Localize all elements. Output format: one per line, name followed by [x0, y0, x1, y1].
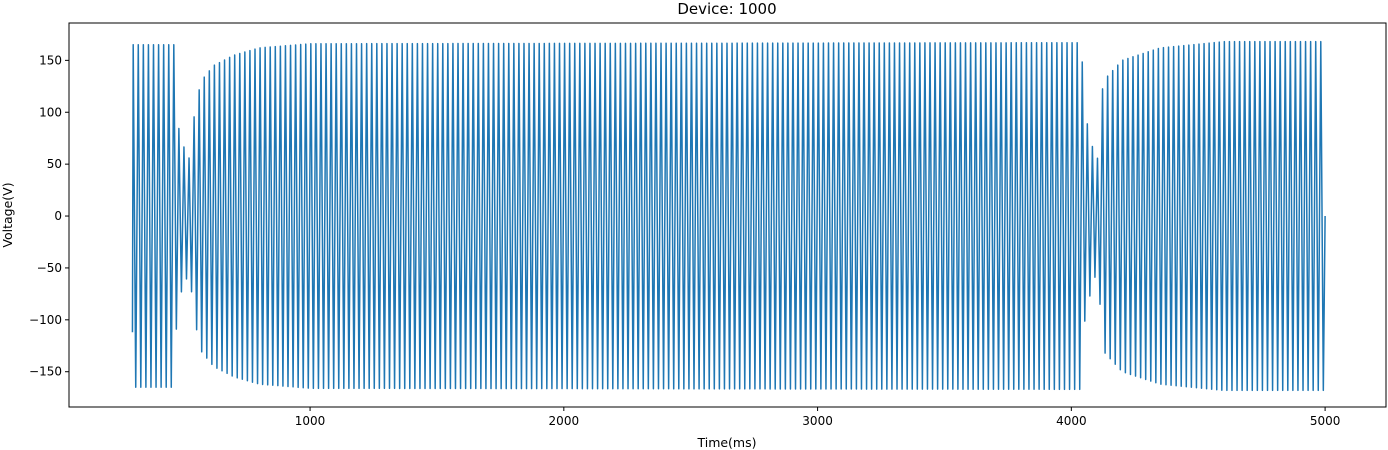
plot-frame	[68, 22, 1387, 408]
y-tick-label: 150	[39, 53, 62, 67]
x-axis-label: Time(ms)	[696, 435, 756, 450]
x-tick-label: 4000	[1056, 414, 1087, 428]
y-tick-label: −150	[29, 365, 62, 379]
x-tick-label: 2000	[549, 414, 580, 428]
y-tick-label: 50	[47, 157, 62, 171]
y-tick-label: −100	[29, 313, 62, 327]
x-tick-label: 5000	[1310, 414, 1341, 428]
plot-series-group	[131, 40, 1326, 392]
y-axis-label: Voltage(V)	[0, 182, 15, 247]
y-axis: −150 −100 −50 0 50 100 150	[29, 53, 69, 379]
y-tick-label: −50	[37, 261, 62, 275]
voltage-series-line	[131, 40, 1326, 392]
chart-title: Device: 1000	[677, 0, 776, 18]
x-tick-label: 3000	[802, 414, 833, 428]
x-axis: 1000 2000 3000 4000 5000	[295, 407, 1341, 428]
y-tick-label: 0	[54, 209, 62, 223]
y-tick-label: 100	[39, 105, 62, 119]
x-tick-label: 1000	[295, 414, 326, 428]
